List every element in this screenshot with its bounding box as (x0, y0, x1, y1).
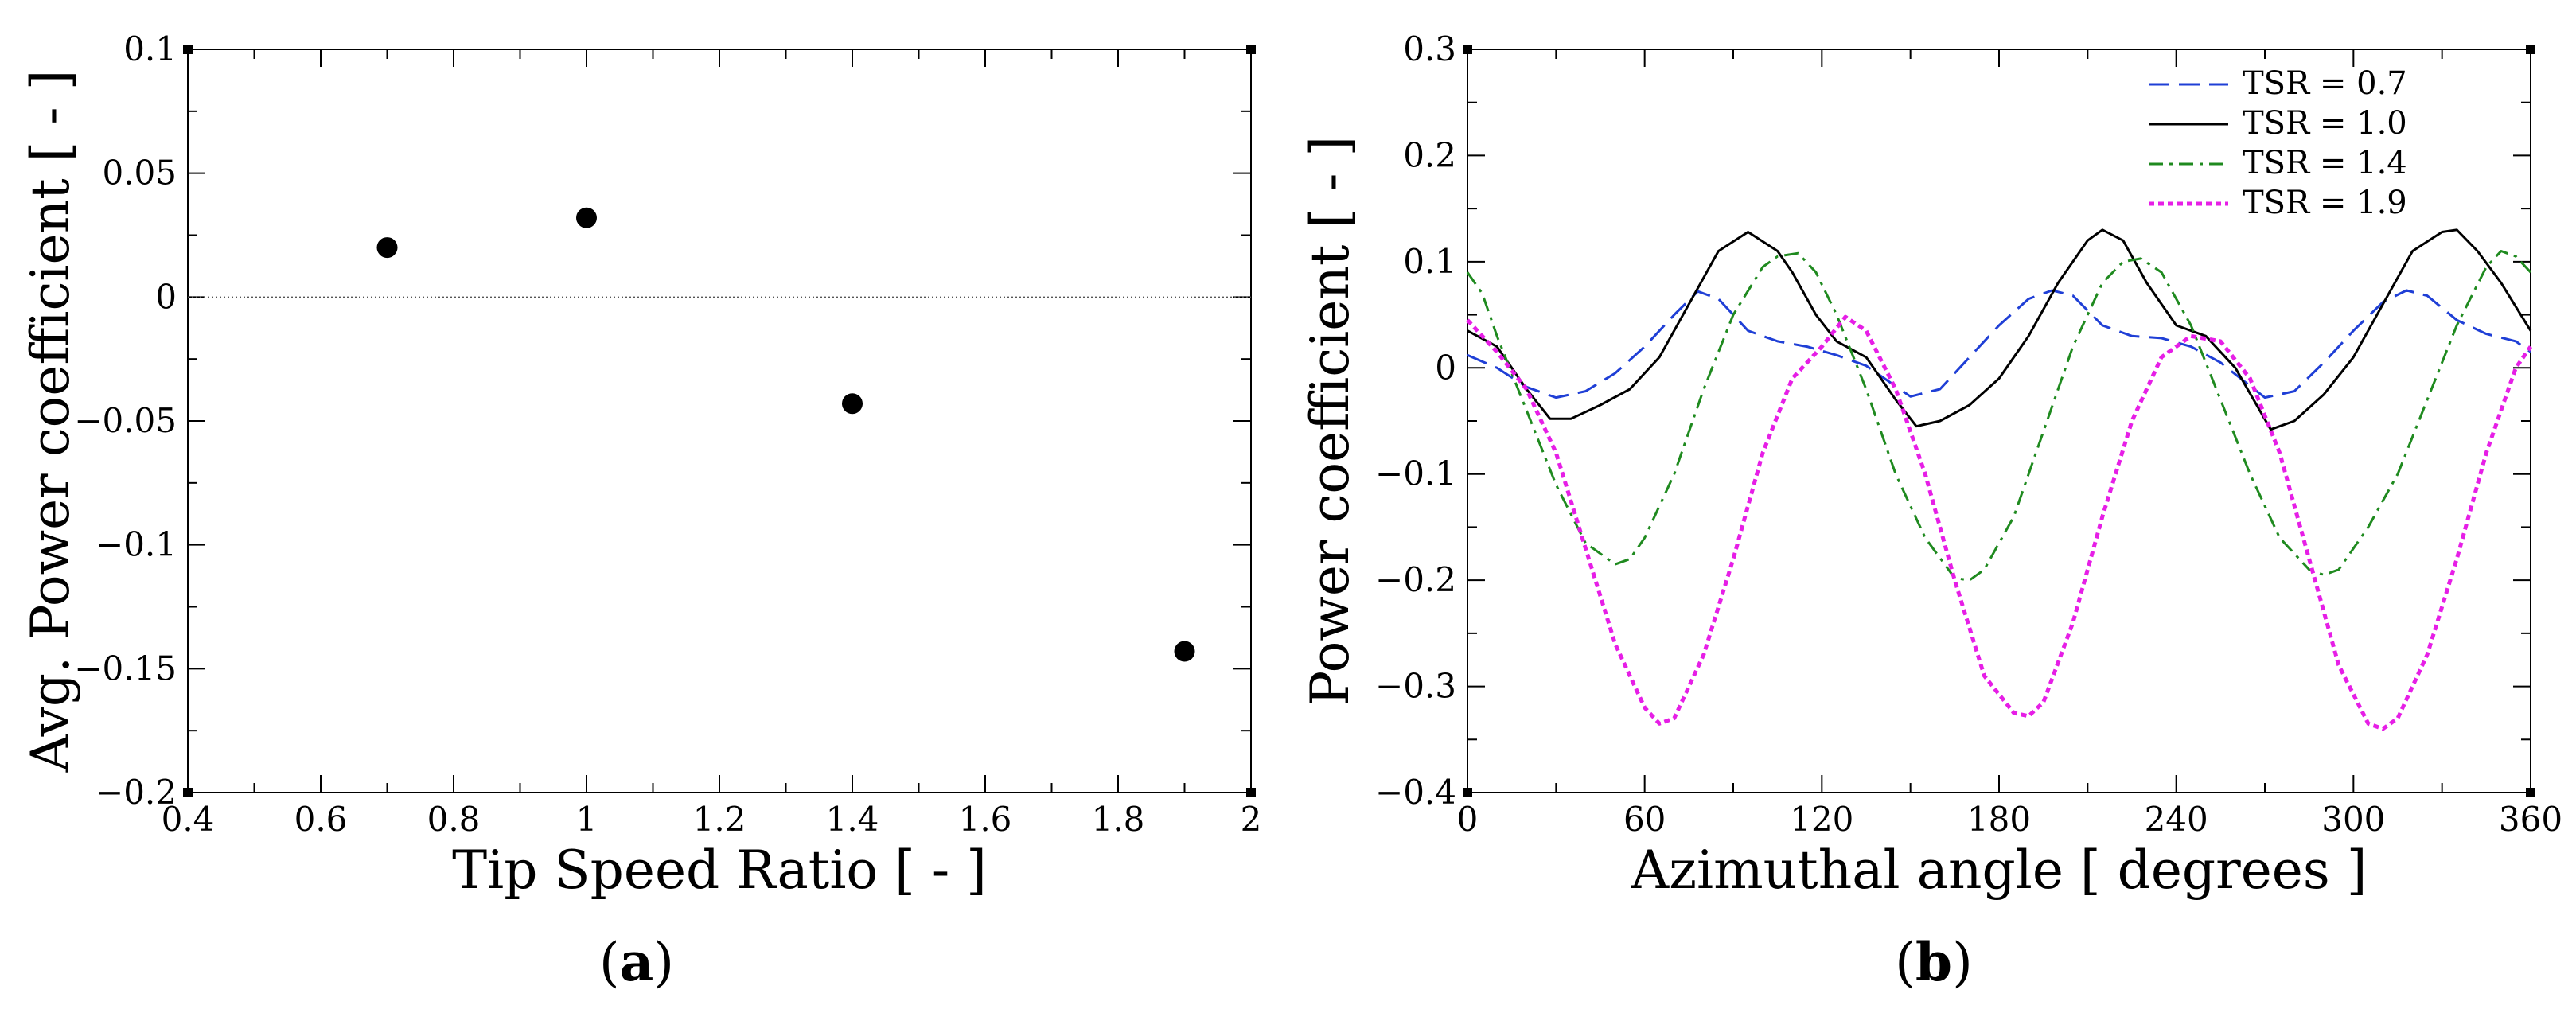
y-tick-label: −0.05 (74, 401, 177, 440)
x-tick-label: 1.4 (826, 800, 879, 839)
x-axis-title: Azimuthal angle [ degrees ] (1631, 840, 2368, 901)
x-tick-label: 2 (1241, 800, 1262, 839)
data-point (1174, 641, 1195, 662)
series-line (1466, 250, 2532, 582)
panel-label: (b) (1895, 931, 1973, 993)
data-point (376, 237, 398, 259)
panel-a-scatter-chart: 0.4 0.6 0.8 1 1.2 1.4 1.6 1.8 2 0.1 0.05 0 −0.05 −0.1… (20, 29, 1261, 993)
panel-label: (a) (599, 931, 674, 993)
series-line (1467, 289, 2531, 399)
x-tick-label: 1.8 (1092, 800, 1145, 839)
y-tick-label: 0.05 (102, 154, 177, 193)
y-tick-label: −0.2 (95, 773, 177, 812)
y-tick-label: 0.2 (1403, 135, 1456, 174)
x-tick-label: 120 (1790, 800, 1853, 839)
y-tick-label: 0 (1435, 348, 1456, 387)
y-tick-label: −0.2 (1375, 560, 1456, 599)
panel-b-line-chart: 0 60 120 180 240 300 360 0.3 0.2 0.1 0 −0.1 −0.2 −0.3… (1300, 29, 2562, 993)
x-tick-label: 360 (2499, 800, 2562, 839)
x-tick-label: 1.2 (693, 800, 746, 839)
x-tick-label: 1.6 (959, 800, 1012, 839)
x-tick-label: 60 (1623, 800, 1666, 839)
y-axis-title: Power coefficient [ - ] (1300, 136, 1361, 706)
legend-label: TSR = 1.9 (2243, 185, 2407, 221)
legend-label: TSR = 1.4 (2243, 145, 2407, 181)
y-tick-label: −0.3 (1375, 667, 1456, 706)
y-tick-label: −0.1 (1375, 454, 1456, 493)
x-axis-title: Tip Speed Ratio [ - ] (452, 840, 987, 901)
y-tick-label: 0.1 (123, 29, 177, 68)
x-tick-label: 240 (2145, 800, 2208, 839)
x-tick-label: 0.6 (294, 800, 348, 839)
legend-label: TSR = 1.0 (2243, 105, 2407, 142)
x-tick-label: 0 (1457, 800, 1479, 839)
x-tick-label: 300 (2321, 800, 2385, 839)
data-point (576, 207, 597, 228)
series-line (1466, 314, 2533, 731)
y-tick-label: −0.15 (74, 649, 177, 688)
y-tick-label: 0.1 (1403, 242, 1456, 281)
x-tick-label: 180 (1967, 800, 2031, 839)
data-point (842, 393, 863, 415)
x-tick-label: 1 (576, 800, 598, 839)
series-line (1467, 228, 2532, 431)
x-tick-label: 0.8 (427, 800, 481, 839)
y-tick-label: −0.4 (1375, 773, 1456, 812)
y-tick-label: 0.3 (1403, 29, 1456, 68)
y-tick-label: 0 (155, 277, 177, 316)
plot-frame (187, 49, 1252, 793)
legend-label: TSR = 0.7 (2243, 65, 2407, 102)
y-tick-label: −0.1 (95, 525, 177, 564)
y-axis-title: Avg. Power coefficient [ - ] (20, 70, 81, 773)
x-tick-label: 0.4 (162, 800, 215, 839)
